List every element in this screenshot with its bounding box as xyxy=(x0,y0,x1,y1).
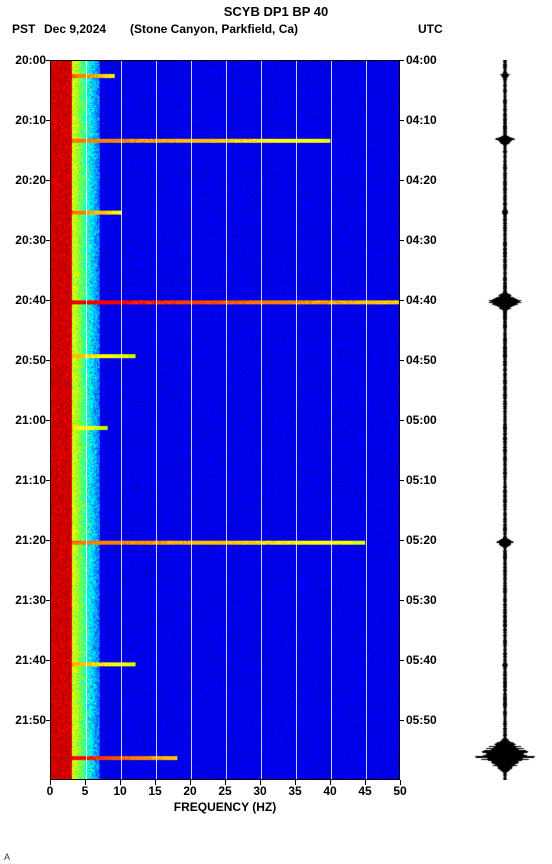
x-tick-mark xyxy=(120,780,121,785)
date-label: Dec 9,2024 xyxy=(44,22,106,36)
y-tick-mark xyxy=(400,360,404,361)
y-tick-mark xyxy=(400,540,404,541)
grid-line xyxy=(121,61,122,779)
x-tick-mark xyxy=(190,780,191,785)
y-tick-mark xyxy=(400,180,404,181)
x-tick-label: 45 xyxy=(350,784,380,798)
x-tick-mark xyxy=(225,780,226,785)
grid-line xyxy=(86,61,87,779)
y-tick-right: 04:40 xyxy=(406,293,462,307)
y-tick-mark xyxy=(400,300,404,301)
y-tick-mark xyxy=(400,600,404,601)
y-tick-mark xyxy=(46,540,50,541)
y-tick-left: 21:20 xyxy=(0,533,46,547)
x-tick-label: 40 xyxy=(315,784,345,798)
page-root: SCYB DP1 BP 40 PST Dec 9,2024 (Stone Can… xyxy=(0,0,552,864)
x-tick-label: 5 xyxy=(70,784,100,798)
y-tick-left: 21:40 xyxy=(0,653,46,667)
chart-title: SCYB DP1 BP 40 xyxy=(0,4,552,19)
grid-line xyxy=(366,61,367,779)
x-tick-mark xyxy=(365,780,366,785)
y-tick-right: 05:00 xyxy=(406,413,462,427)
grid-line xyxy=(191,61,192,779)
x-tick-mark xyxy=(330,780,331,785)
pst-label: PST xyxy=(12,22,35,36)
grid-line xyxy=(226,61,227,779)
x-tick-label: 15 xyxy=(140,784,170,798)
y-tick-mark xyxy=(46,600,50,601)
grid-line xyxy=(261,61,262,779)
y-tick-right: 05:10 xyxy=(406,473,462,487)
y-tick-mark xyxy=(46,240,50,241)
y-tick-right: 05:30 xyxy=(406,593,462,607)
y-tick-mark xyxy=(46,420,50,421)
x-tick-label: 20 xyxy=(175,784,205,798)
y-tick-mark xyxy=(400,660,404,661)
x-tick-mark xyxy=(295,780,296,785)
y-tick-right: 04:20 xyxy=(406,173,462,187)
footnote: A xyxy=(4,852,10,862)
y-tick-mark xyxy=(46,120,50,121)
utc-label: UTC xyxy=(418,22,443,36)
y-tick-mark xyxy=(46,720,50,721)
y-tick-left: 21:30 xyxy=(0,593,46,607)
y-tick-mark xyxy=(400,720,404,721)
y-tick-mark xyxy=(46,360,50,361)
x-axis-label: FREQUENCY (HZ) xyxy=(50,800,400,814)
y-tick-mark xyxy=(46,660,50,661)
waveform-panel xyxy=(470,60,540,780)
y-tick-left: 20:00 xyxy=(0,53,46,67)
y-tick-right: 04:10 xyxy=(406,113,462,127)
y-tick-left: 21:50 xyxy=(0,713,46,727)
y-tick-mark xyxy=(400,120,404,121)
y-tick-right: 05:40 xyxy=(406,653,462,667)
y-tick-mark xyxy=(46,180,50,181)
x-tick-label: 10 xyxy=(105,784,135,798)
waveform-canvas xyxy=(470,60,540,780)
y-tick-left: 21:10 xyxy=(0,473,46,487)
y-tick-left: 20:30 xyxy=(0,233,46,247)
x-tick-mark xyxy=(85,780,86,785)
y-tick-right: 04:00 xyxy=(406,53,462,67)
x-tick-mark xyxy=(155,780,156,785)
y-tick-right: 04:30 xyxy=(406,233,462,247)
y-tick-mark xyxy=(46,480,50,481)
x-tick-label: 25 xyxy=(210,784,240,798)
location-label: (Stone Canyon, Parkfield, Ca) xyxy=(130,22,298,36)
y-tick-right: 04:50 xyxy=(406,353,462,367)
grid-line xyxy=(331,61,332,779)
x-tick-mark xyxy=(260,780,261,785)
x-tick-label: 50 xyxy=(385,784,415,798)
grid-line xyxy=(156,61,157,779)
y-tick-left: 21:00 xyxy=(0,413,46,427)
x-tick-label: 0 xyxy=(35,784,65,798)
y-tick-mark xyxy=(400,60,404,61)
y-tick-mark xyxy=(400,240,404,241)
x-tick-label: 30 xyxy=(245,784,275,798)
y-tick-left: 20:20 xyxy=(0,173,46,187)
spectrogram-canvas xyxy=(51,61,399,779)
y-tick-mark xyxy=(46,300,50,301)
y-tick-left: 20:40 xyxy=(0,293,46,307)
spectrogram-plot xyxy=(50,60,400,780)
y-tick-right: 05:50 xyxy=(406,713,462,727)
y-tick-mark xyxy=(46,60,50,61)
grid-line xyxy=(296,61,297,779)
x-tick-mark xyxy=(50,780,51,785)
x-tick-label: 35 xyxy=(280,784,310,798)
y-tick-mark xyxy=(400,420,404,421)
y-tick-mark xyxy=(400,480,404,481)
y-tick-right: 05:20 xyxy=(406,533,462,547)
x-tick-mark xyxy=(400,780,401,785)
y-tick-left: 20:10 xyxy=(0,113,46,127)
y-tick-left: 20:50 xyxy=(0,353,46,367)
